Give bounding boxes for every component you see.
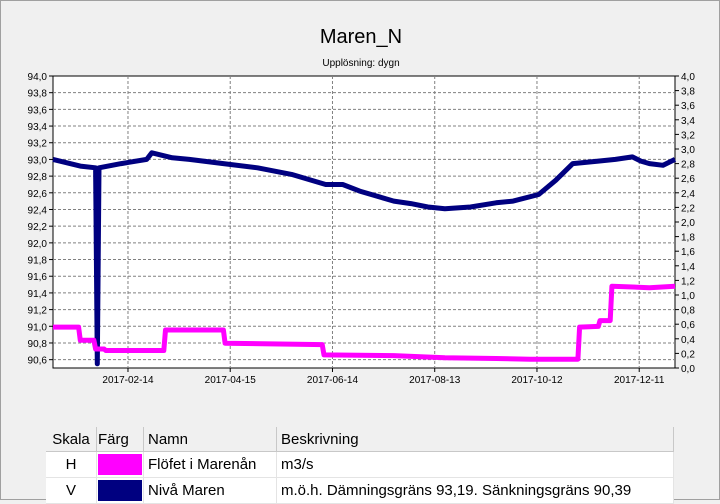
series-line-flow: [53, 283, 676, 362]
legend-header-row: Skala Färg Namn Beskrivning: [46, 427, 674, 452]
right-tick-label: 2,8: [681, 160, 695, 171]
left-tick-label: 91,6: [28, 272, 48, 283]
right-tick-label: 0,6: [681, 320, 695, 331]
right-tick-label: 4,0: [681, 72, 695, 83]
right-tick-label: 3,8: [681, 87, 695, 98]
series-line-level: [52, 150, 677, 367]
left-tick-label: 92,8: [28, 172, 48, 183]
legend-header-name[interactable]: Namn: [143, 427, 277, 452]
legend-color-swatch: [98, 480, 142, 501]
left-tick-label: 94,0: [28, 72, 48, 83]
left-tick-label: 90,8: [28, 339, 48, 350]
series-layer: [52, 150, 677, 367]
right-tick-label: 0,2: [681, 349, 695, 360]
left-tick-label: 93,0: [28, 155, 48, 166]
legend-header-scale[interactable]: Skala: [46, 427, 97, 452]
plot-area: [52, 75, 676, 369]
legend-table: Skala Färg Namn Beskrivning H Flöfet i M…: [46, 427, 674, 504]
x-tick-label: 2017-02-14: [102, 375, 154, 386]
x-tick-label: 2017-04-15: [205, 375, 257, 386]
x-tick-label: 2017-10-12: [511, 375, 563, 386]
left-tick-label: 92,0: [28, 239, 48, 250]
right-tick-label: 3,6: [681, 101, 695, 112]
left-tick-label: 92,6: [28, 189, 48, 200]
right-tick-label: 1,8: [681, 233, 695, 244]
right-tick-label: 1,6: [681, 247, 695, 258]
chart: Maren_N Upplösning: dygn 94,0 93,8 93,6 93,…: [28, 26, 696, 386]
legend-color-swatch: [98, 454, 142, 475]
right-axis: 4,0 3,8 3,6 3,4 3,2 3,0 2,8 2,6 2,4 2,2 2,0 1,8 1,6 1…: [675, 72, 695, 375]
x-tick-label: 2017-12-11: [614, 375, 665, 386]
left-tick-label: 91,0: [28, 322, 48, 333]
right-tick-label: 3,2: [681, 130, 695, 141]
left-tick-label: 92,2: [28, 222, 48, 233]
chart-subtitle: Upplösning: dygn: [322, 58, 399, 69]
left-tick-label: 90,6: [28, 356, 48, 367]
right-tick-label: 1,4: [681, 262, 695, 273]
right-tick-label: 0,8: [681, 306, 695, 317]
legend-scale: H: [46, 451, 97, 478]
right-tick-label: 3,0: [681, 145, 695, 156]
left-tick-label: 93,8: [28, 89, 48, 100]
left-tick-label: 91,4: [28, 289, 48, 300]
chart-title: Maren_N: [320, 26, 402, 48]
left-axis: 94,0 93,8 93,6 93,4 93,2 93,0 92,8 92,6 92,4 92,2…: [28, 72, 53, 367]
right-tick-label: 3,4: [681, 116, 695, 127]
left-tick-label: 93,6: [28, 105, 48, 116]
legend-description: m3/s: [276, 451, 674, 478]
right-tick-label: 2,4: [681, 189, 695, 200]
right-tick-label: 2,6: [681, 174, 695, 185]
legend-color: [96, 451, 144, 478]
left-tick-label: 93,2: [28, 139, 48, 150]
legend-header-description[interactable]: Beskrivning: [276, 427, 674, 452]
right-tick-label: 1,0: [681, 291, 695, 302]
x-axis: 2017-02-14 2017-04-15 2017-06-14 2017-08-13…: [102, 368, 665, 386]
x-tick-label: 2017-06-14: [307, 375, 359, 386]
left-tick-label: 92,4: [28, 205, 48, 216]
right-tick-label: 0,4: [681, 335, 695, 346]
legend-row[interactable]: H Flöfet i Marenån m3/s: [46, 451, 674, 478]
x-tick-label: 2017-08-13: [409, 375, 461, 386]
legend-name: Flöfet i Marenån: [143, 451, 277, 478]
right-tick-label: 1,2: [681, 276, 695, 287]
right-tick-label: 0,0: [681, 364, 695, 375]
left-tick-label: 91,8: [28, 256, 48, 267]
left-tick-label: 91,2: [28, 306, 48, 317]
right-tick-label: 2,2: [681, 203, 695, 214]
right-tick-label: 2,0: [681, 218, 695, 229]
left-tick-label: 93,4: [28, 122, 48, 133]
legend-header-color[interactable]: Färg: [96, 427, 144, 452]
